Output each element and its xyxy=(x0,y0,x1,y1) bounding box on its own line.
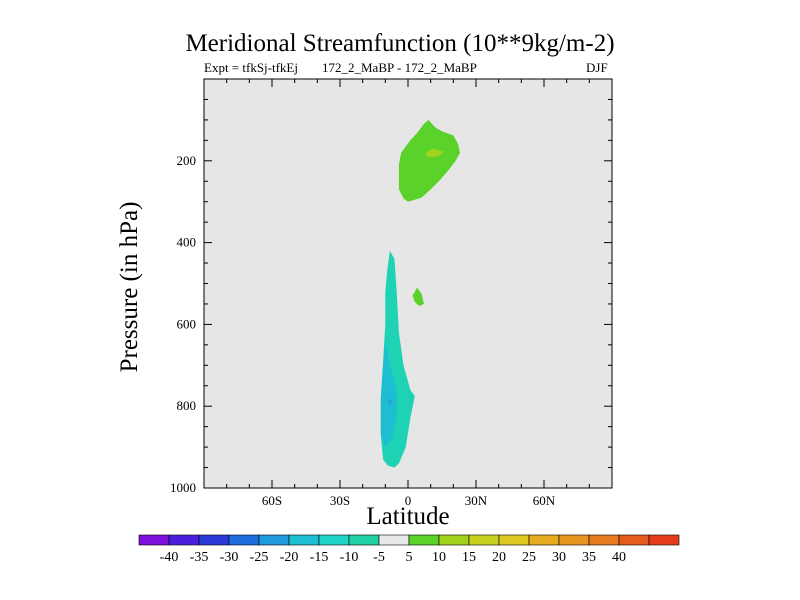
colorbar-box xyxy=(288,534,320,546)
contour-regions xyxy=(380,119,461,468)
colorbar-box xyxy=(138,534,170,546)
contour-lower-min xyxy=(387,398,393,407)
y-tick-label: 600 xyxy=(177,316,197,331)
colorbar: -40 -35 -30 -25 -20 -15 -10 -5 5 10 15 20 25 30 35 40 xyxy=(138,534,680,565)
colorbar-box xyxy=(168,534,200,546)
y-tick-label: 800 xyxy=(177,398,197,413)
contour-upper-positive-cell xyxy=(398,119,461,202)
colorbar-label: 20 xyxy=(492,550,506,565)
colorbar-label: -25 xyxy=(250,550,269,565)
colorbar-box xyxy=(408,534,440,546)
contour-small-positive-blob xyxy=(412,287,424,306)
contour-upper-core xyxy=(426,148,445,158)
colorbar-label: -35 xyxy=(190,550,209,565)
colorbar-label: -40 xyxy=(160,550,179,565)
colorbar-box xyxy=(438,534,470,546)
subtitle-center: 172_2_MaBP - 172_2_MaBP xyxy=(322,60,477,75)
colorbar-label: -10 xyxy=(340,550,359,565)
colorbar-label: -5 xyxy=(373,550,385,565)
colorbar-box xyxy=(588,534,620,546)
colorbar-label: 10 xyxy=(432,550,446,565)
chart-title: Meridional Streamfunction (10**9kg/m-2) xyxy=(185,30,615,57)
colorbar-box xyxy=(318,534,350,546)
colorbar-label: -15 xyxy=(310,550,329,565)
colorbar-label: -30 xyxy=(220,550,239,565)
colorbar-box xyxy=(378,534,410,546)
colorbar-label: -20 xyxy=(280,550,299,565)
colorbar-box xyxy=(498,534,530,546)
x-tick-label: 30S xyxy=(330,493,350,508)
axis-ticks: 60S 30S 0 30N 60N 200 400 600 800 1000 xyxy=(170,79,612,508)
y-axis-label: Pressure (in hPa) xyxy=(116,201,143,373)
colorbar-label: 30 xyxy=(552,550,566,565)
y-tick-label: 1000 xyxy=(170,480,196,495)
colorbar-box xyxy=(468,534,500,546)
colorbar-label: 40 xyxy=(612,550,626,565)
x-tick-label: 60N xyxy=(533,493,556,508)
colorbar-box xyxy=(258,534,290,546)
x-tick-label: 60S xyxy=(262,493,282,508)
x-tick-label: 0 xyxy=(405,493,412,508)
subtitle-left: Expt = tfkSj-tfkEj xyxy=(204,60,298,75)
colorbar-box xyxy=(558,534,590,546)
colorbar-box xyxy=(198,534,230,546)
y-tick-label: 400 xyxy=(177,235,197,250)
colorbar-label: 15 xyxy=(462,550,476,565)
colorbar-box xyxy=(348,534,380,546)
subtitle-right: DJF xyxy=(586,60,608,75)
y-tick-label: 200 xyxy=(177,153,197,168)
colorbar-label: 35 xyxy=(582,550,596,565)
x-axis-label: Latitude xyxy=(366,503,450,530)
contour-lower-core xyxy=(380,340,397,448)
colorbar-box xyxy=(648,534,680,546)
colorbar-box xyxy=(618,534,650,546)
colorbar-box xyxy=(528,534,560,546)
colorbar-box xyxy=(228,534,260,546)
colorbar-label: 5 xyxy=(406,550,413,565)
colorbar-label: 25 xyxy=(522,550,536,565)
x-tick-label: 30N xyxy=(465,493,488,508)
